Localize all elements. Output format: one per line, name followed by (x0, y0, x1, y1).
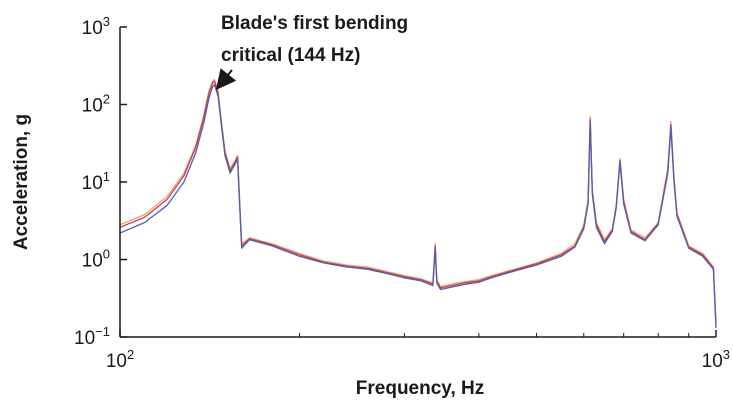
annotation-arrow (215, 68, 237, 91)
y-axis-label: Acceleration, g (11, 114, 32, 250)
y-tick-label-2: 100 (82, 247, 110, 272)
y-tick-label-5: 103 (82, 14, 110, 39)
series-line-1 (119, 78, 717, 324)
series-line-3 (119, 84, 717, 329)
y-ticks: 10−1 100 101 102 103 (74, 14, 127, 349)
y-tick-label-1: 10−1 (74, 324, 110, 349)
x-ticks: 102 103 (106, 330, 730, 372)
x-tick-label-2: 103 (702, 347, 730, 372)
y-tick-label-3: 101 (82, 169, 110, 194)
annotation-line-2: critical (144 Hz) (221, 45, 360, 66)
series-line-2 (119, 80, 717, 326)
y-tick-label-4: 102 (82, 92, 110, 117)
annotation-line-1: Blade's first bending (221, 13, 408, 34)
x-axis-label: Frequency, Hz (356, 378, 484, 399)
x-tick-label-1: 102 (106, 347, 134, 372)
series-layer (119, 78, 717, 329)
